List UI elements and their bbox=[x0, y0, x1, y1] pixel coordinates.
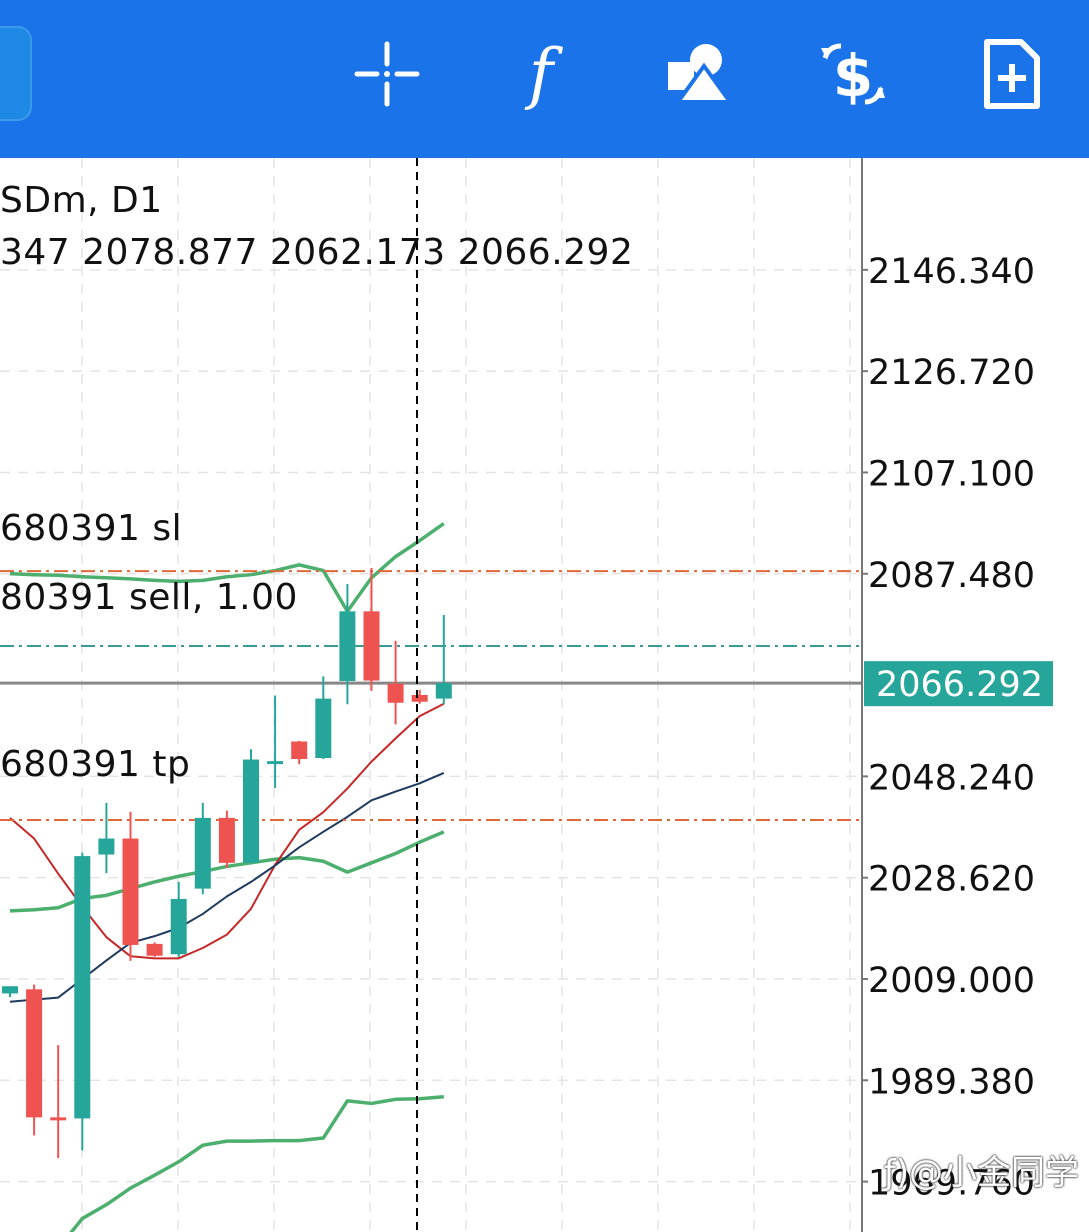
candle-body-bullish bbox=[194, 817, 211, 889]
order-levels bbox=[0, 570, 862, 821]
candle-body-bullish bbox=[98, 838, 115, 855]
symbol-timeframe-label: SDm, D1 bbox=[0, 180, 163, 221]
sl-level-label: 680391 sl bbox=[0, 508, 183, 549]
objects-icon[interactable] bbox=[660, 36, 736, 112]
candle-body-bullish bbox=[170, 898, 187, 955]
price-tick-label: 2087.480 bbox=[868, 556, 1035, 596]
candle-body-bullish bbox=[315, 698, 332, 758]
candle-body-bearish bbox=[146, 943, 163, 956]
indicator-f-icon[interactable]: f bbox=[503, 36, 579, 112]
svg-text:$: $ bbox=[833, 42, 873, 110]
new-order-icon[interactable] bbox=[973, 36, 1049, 112]
trade-dollar-icon[interactable]: $ bbox=[815, 36, 891, 112]
chart-grid bbox=[0, 158, 862, 1232]
candle-body-bullish bbox=[74, 856, 91, 1119]
candles bbox=[2, 567, 452, 1159]
price-tick-label: 2048.240 bbox=[868, 758, 1035, 798]
lower-band-line bbox=[69, 1094, 444, 1232]
price-tick-label: 2107.100 bbox=[868, 454, 1035, 494]
watermark-text: ƒ)@小金同学 bbox=[883, 1153, 1079, 1193]
candle-body-bearish bbox=[218, 817, 235, 863]
crosshair-icon[interactable] bbox=[349, 36, 425, 112]
candle-body-bullish bbox=[339, 611, 356, 682]
candle-body-bearish bbox=[26, 989, 43, 1118]
candle-body-bullish bbox=[243, 759, 259, 863]
candle-body-bearish bbox=[411, 695, 428, 702]
candle-body-bearish bbox=[50, 1117, 67, 1121]
tp-level-label: 680391 tp bbox=[0, 744, 191, 785]
entry-level-label: 80391 sell, 1.00 bbox=[0, 577, 298, 618]
price-tick-label: 1989.380 bbox=[868, 1062, 1035, 1102]
candle-body-bearish bbox=[291, 741, 308, 760]
top-toolbar: f $ bbox=[0, 0, 1089, 158]
candle-body-bullish bbox=[2, 986, 18, 994]
price-chart[interactable]: 2146.340 2126.720 2107.100 2087.480 2048.240… bbox=[0, 158, 1089, 1232]
ohlc-values-label: 347 2078.877 2062.173 2066.292 bbox=[0, 232, 634, 273]
candle-body-bearish bbox=[122, 838, 139, 945]
candle-body-bearish bbox=[387, 683, 404, 703]
svg-text:f: f bbox=[524, 36, 564, 112]
price-tick-label: 2126.720 bbox=[868, 353, 1035, 393]
candle-body-bullish bbox=[435, 683, 452, 699]
price-tick-label: 2146.340 bbox=[868, 252, 1035, 292]
price-tick-label: 2009.000 bbox=[868, 961, 1035, 1001]
candle-body-bearish bbox=[363, 611, 380, 681]
candle-body-bullish bbox=[267, 761, 284, 765]
price-tick-label: 2028.620 bbox=[868, 860, 1035, 900]
price-axis: 2146.340 2126.720 2107.100 2087.480 2048.240… bbox=[862, 252, 1053, 1204]
app-logo-icon[interactable] bbox=[0, 26, 32, 121]
current-price-label: 2066.292 bbox=[876, 665, 1043, 705]
price-tick-label: 1969.760 bbox=[868, 1164, 1035, 1204]
current-price-box bbox=[864, 661, 1053, 707]
